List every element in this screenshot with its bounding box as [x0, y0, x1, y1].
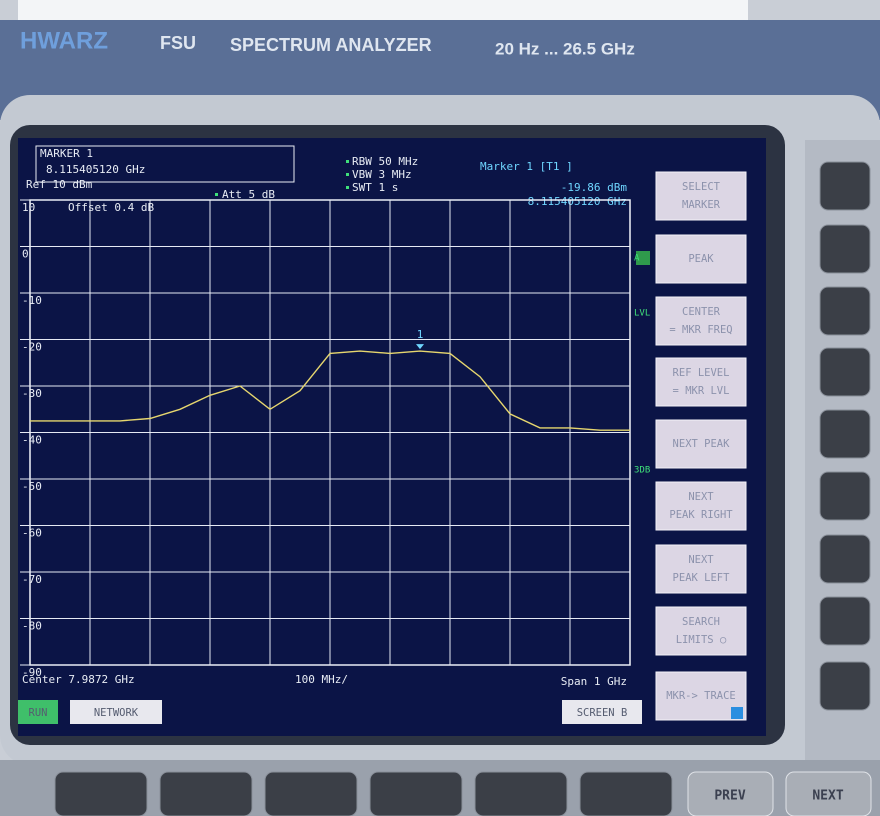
softkey-label: MKR-> TRACE — [666, 690, 736, 702]
hard-key[interactable] — [785, 771, 872, 816]
hard-key[interactable] — [474, 771, 568, 816]
side-button[interactable] — [819, 471, 871, 521]
marker-readout-frequency: 8.115405120 GHz — [528, 195, 627, 208]
y-tick-label: 10 — [22, 201, 35, 214]
hotkey-label: NETWORK — [94, 707, 139, 719]
trace — [30, 350, 630, 431]
softkey-label: = MKR FREQ — [669, 324, 732, 336]
marker-title: MARKER 1 — [40, 147, 93, 160]
hotkey[interactable] — [562, 700, 642, 724]
softkey[interactable] — [655, 357, 747, 407]
softkey[interactable] — [655, 234, 747, 284]
side-button[interactable] — [819, 347, 871, 397]
setting-bullet — [346, 186, 349, 189]
marker-frequency: 8.115405120 GHz — [46, 163, 145, 176]
side-button[interactable] — [819, 534, 871, 584]
hard-key[interactable] — [579, 771, 673, 816]
marker-readout-title: Marker 1 [T1 ] — [480, 160, 573, 173]
offset: Offset 0.4 dB — [68, 201, 154, 214]
model: FSU — [160, 33, 196, 53]
side-button[interactable] — [819, 286, 871, 336]
span: Span 1 GHz — [561, 675, 627, 688]
side-button[interactable] — [819, 661, 871, 711]
softkey-label: PEAK — [688, 253, 714, 265]
hotkey[interactable] — [18, 700, 58, 724]
softkey[interactable] — [655, 419, 747, 469]
y-tick-label: -60 — [22, 527, 42, 540]
y-tick-label: -20 — [22, 341, 42, 354]
side-label-bg — [636, 251, 650, 265]
hotkey-label: SCREEN B — [577, 707, 628, 719]
side-label: 3DB — [634, 466, 650, 476]
softkey[interactable] — [655, 606, 747, 656]
center-frequency: Center 7.9872 GHz — [22, 673, 135, 686]
hard-key[interactable] — [54, 771, 148, 816]
side-label: LVL — [634, 309, 650, 319]
product: SPECTRUM ANALYZER — [230, 35, 432, 55]
hard-key[interactable] — [159, 771, 253, 816]
y-tick-label: -90 — [22, 666, 42, 679]
hard-key[interactable] — [369, 771, 463, 816]
softkey-label: PEAK LEFT — [673, 572, 731, 584]
softkey-label: CENTER — [682, 306, 721, 318]
softkey-label: REF LEVEL — [673, 367, 730, 379]
attenuation: Att 5 dB — [222, 188, 275, 201]
softkey-label: NEXT PEAK — [673, 438, 731, 450]
per-division: 100 MHz/ — [295, 673, 348, 686]
side-button[interactable] — [819, 224, 871, 274]
att-bullet — [215, 193, 218, 196]
hard-key[interactable] — [687, 771, 774, 816]
setting-bullet — [346, 173, 349, 176]
y-tick-label: 0 — [22, 248, 29, 261]
side-label: A — [634, 254, 640, 264]
softkey-label: NEXT — [688, 491, 714, 503]
softkey[interactable] — [655, 171, 747, 221]
y-tick-label: -10 — [22, 294, 42, 307]
y-tick-label: -40 — [22, 434, 42, 447]
marker-box — [35, 145, 295, 183]
range: 20 Hz ... 26.5 GHz — [495, 39, 635, 58]
softkey-label: LIMITS ○ — [676, 634, 727, 646]
marker-readout-level: -19.86 dBm — [561, 181, 628, 194]
softkey-label: PEAK RIGHT — [669, 509, 733, 521]
brand: HWARZ — [20, 27, 108, 54]
setting: SWT 1 s — [352, 181, 398, 194]
softkey-label: SELECT — [682, 181, 721, 193]
hard-key-label: NEXT — [812, 789, 843, 804]
side-button[interactable] — [819, 161, 871, 211]
y-tick-label: -80 — [22, 620, 42, 633]
softkey[interactable] — [655, 544, 747, 594]
y-tick-label: -50 — [22, 480, 42, 493]
hard-key[interactable] — [264, 771, 358, 816]
setting-bullet — [346, 160, 349, 163]
y-tick-label: -70 — [22, 573, 42, 586]
y-tick-label: -30 — [22, 387, 42, 400]
softkey[interactable] — [655, 296, 747, 346]
setting: VBW 3 MHz — [352, 168, 412, 181]
hotkey-label: RUN — [29, 707, 48, 719]
side-button[interactable] — [819, 596, 871, 646]
softkey-label: MARKER — [682, 199, 721, 211]
ref-level: Ref 10 dBm — [26, 178, 93, 191]
screen — [18, 138, 766, 736]
setting: RBW 50 MHz — [352, 155, 418, 168]
marker-flag: 1 — [417, 328, 424, 341]
softkey-label: NEXT — [688, 554, 714, 566]
marker-triangle — [416, 344, 424, 350]
side-button[interactable] — [819, 409, 871, 459]
softkey-label: = MKR LVL — [673, 385, 730, 397]
hotkey[interactable] — [70, 700, 162, 724]
softkey-icon — [731, 707, 743, 719]
hard-key-label: PREV — [714, 789, 745, 804]
softkey-label: SEARCH — [682, 616, 720, 628]
softkey[interactable] — [655, 481, 747, 531]
